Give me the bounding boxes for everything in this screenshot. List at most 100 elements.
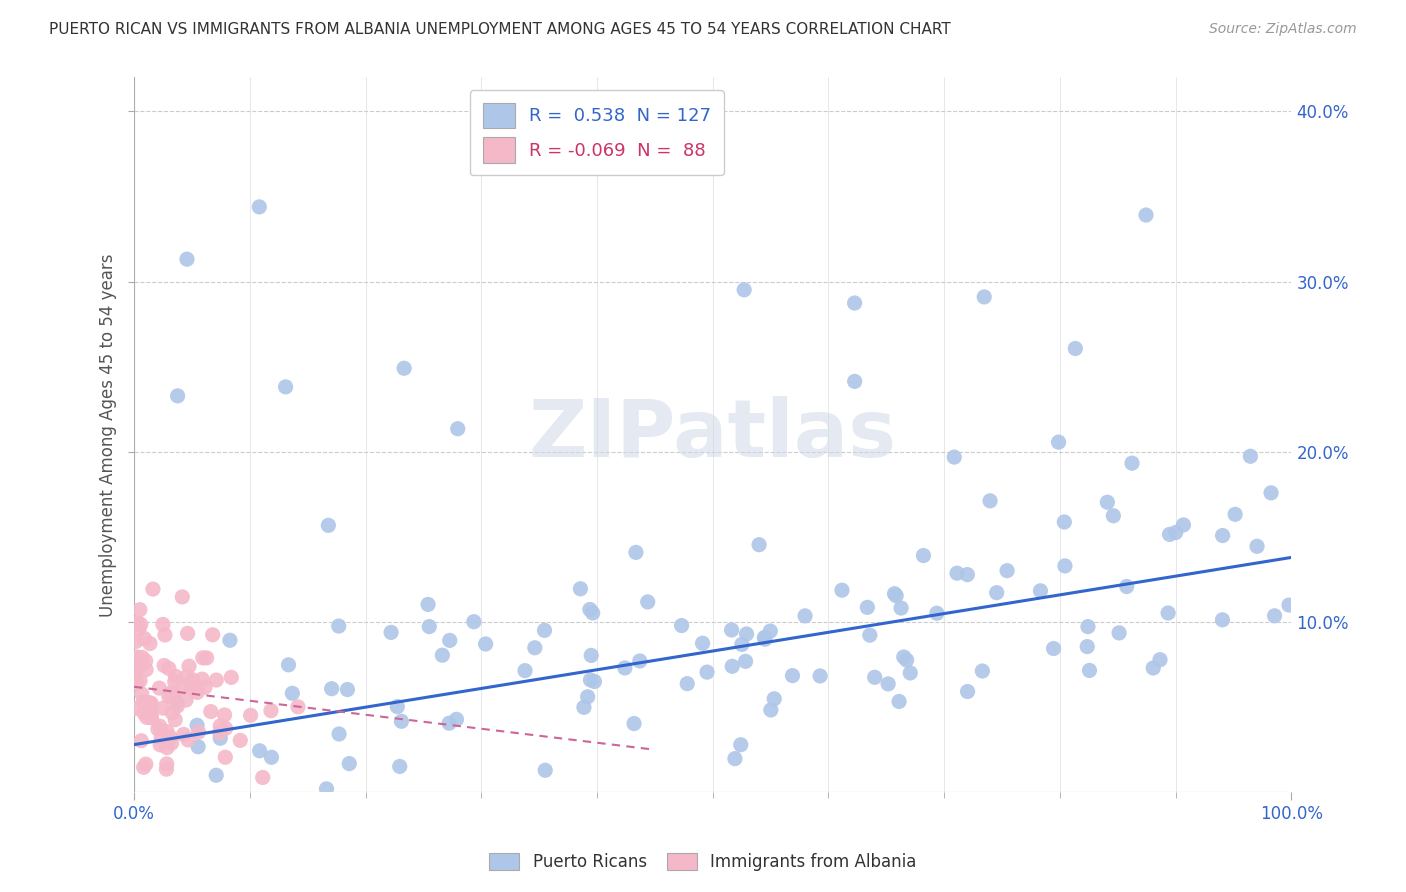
- Point: [179, 680, 201, 694]
- Point: [156, 756, 179, 771]
- Point: [131, 650, 153, 665]
- Point: [1159, 527, 1181, 541]
- Point: [1260, 486, 1282, 500]
- Point: [148, 681, 170, 695]
- Point: [214, 750, 236, 764]
- Point: [160, 690, 183, 705]
- Point: [387, 699, 409, 714]
- Point: [129, 617, 152, 632]
- Point: [447, 422, 470, 436]
- Point: [463, 615, 485, 629]
- Point: [156, 740, 179, 755]
- Point: [150, 731, 173, 745]
- Point: [733, 283, 755, 297]
- Text: Source: ZipAtlas.com: Source: ZipAtlas.com: [1209, 22, 1357, 37]
- Point: [972, 664, 994, 678]
- Point: [380, 625, 402, 640]
- Point: [856, 600, 879, 615]
- Point: [260, 750, 283, 764]
- Point: [576, 690, 599, 704]
- Point: [724, 751, 747, 765]
- Point: [139, 636, 162, 650]
- Point: [432, 648, 454, 663]
- Point: [152, 701, 174, 715]
- Point: [174, 693, 197, 707]
- Point: [155, 762, 177, 776]
- Point: [214, 707, 236, 722]
- Point: [129, 673, 152, 688]
- Point: [898, 665, 921, 680]
- Point: [534, 764, 557, 778]
- Point: [579, 602, 602, 616]
- Point: [1135, 208, 1157, 222]
- Point: [135, 757, 157, 772]
- Point: [1077, 619, 1099, 633]
- Point: [883, 587, 905, 601]
- Point: [623, 716, 645, 731]
- Point: [127, 616, 149, 631]
- Point: [157, 689, 180, 703]
- Point: [135, 695, 157, 709]
- Point: [125, 634, 148, 648]
- Point: [388, 759, 411, 773]
- Point: [176, 670, 198, 684]
- Point: [1212, 528, 1234, 542]
- Point: [135, 710, 157, 724]
- Point: [328, 619, 350, 633]
- Point: [177, 659, 200, 673]
- Point: [124, 671, 146, 685]
- Text: ZIPatlas: ZIPatlas: [529, 396, 897, 474]
- Point: [200, 705, 222, 719]
- Point: [187, 725, 209, 739]
- Point: [287, 699, 309, 714]
- Point: [277, 657, 299, 672]
- Point: [142, 582, 165, 596]
- Point: [624, 545, 647, 559]
- Point: [943, 450, 966, 464]
- Point: [160, 688, 183, 702]
- Point: [160, 685, 183, 699]
- Point: [125, 676, 148, 690]
- Point: [260, 704, 283, 718]
- Point: [337, 756, 360, 771]
- Point: [208, 725, 231, 739]
- Point: [446, 712, 468, 726]
- Point: [581, 648, 603, 663]
- Point: [157, 661, 180, 675]
- Point: [153, 658, 176, 673]
- Point: [1157, 606, 1180, 620]
- Point: [863, 670, 886, 684]
- Point: [808, 669, 831, 683]
- Point: [1097, 495, 1119, 509]
- Point: [281, 686, 304, 700]
- Point: [129, 733, 152, 747]
- Point: [149, 719, 172, 733]
- Point: [759, 624, 782, 638]
- Point: [676, 676, 699, 690]
- Point: [176, 626, 198, 640]
- Point: [166, 696, 188, 710]
- Point: [613, 661, 636, 675]
- Point: [181, 673, 204, 687]
- Point: [533, 624, 555, 638]
- Point: [160, 706, 183, 720]
- Point: [229, 733, 252, 747]
- Point: [135, 654, 157, 668]
- Point: [890, 601, 912, 615]
- Point: [214, 722, 236, 736]
- Point: [392, 361, 415, 376]
- Point: [139, 709, 162, 723]
- Point: [132, 695, 155, 709]
- Point: [1078, 664, 1101, 678]
- Point: [239, 708, 262, 723]
- Point: [437, 716, 460, 731]
- Point: [1076, 640, 1098, 654]
- Point: [131, 657, 153, 672]
- Point: [128, 603, 150, 617]
- Point: [132, 760, 155, 774]
- Point: [163, 688, 186, 702]
- Point: [152, 617, 174, 632]
- Point: [1121, 456, 1143, 470]
- Point: [523, 640, 546, 655]
- Point: [1278, 598, 1301, 612]
